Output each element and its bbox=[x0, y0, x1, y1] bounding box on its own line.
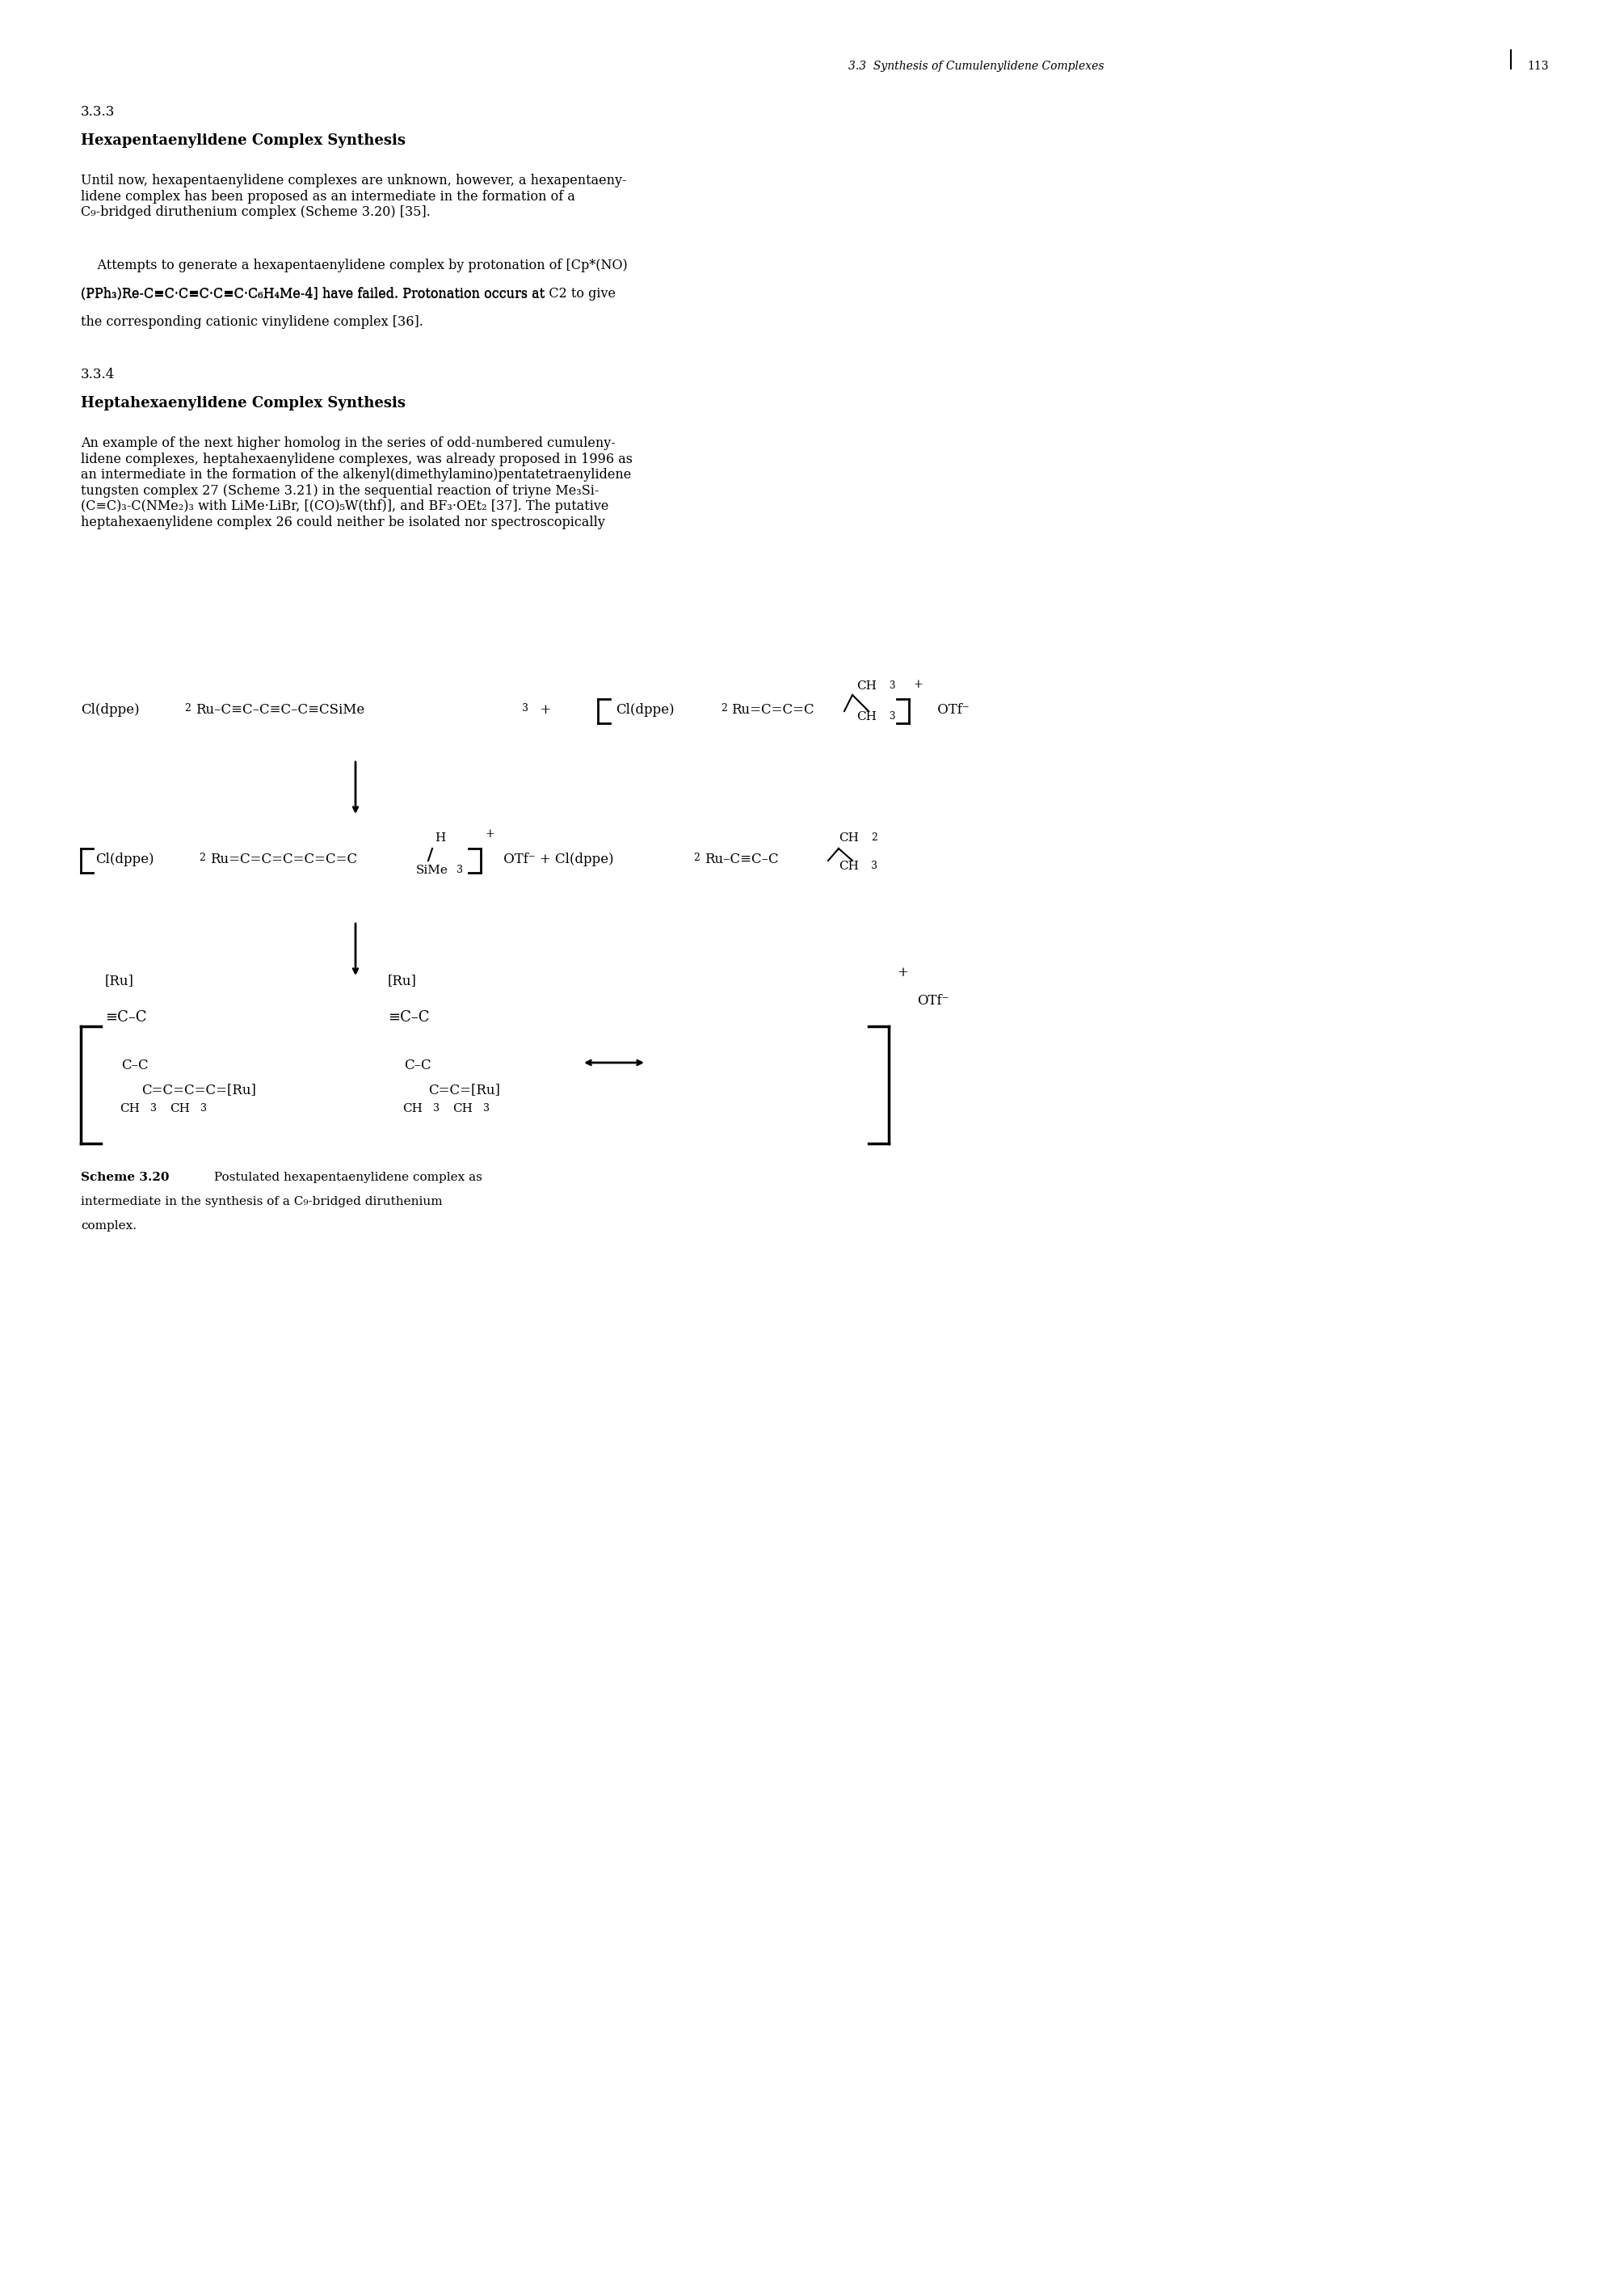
Text: CH: CH bbox=[169, 1102, 190, 1113]
Text: Attempts to generate a hexapentaenylidene complex by protonation of [Cp*(NO): Attempts to generate a hexapentaenyliden… bbox=[81, 259, 627, 273]
Text: +: + bbox=[486, 829, 494, 839]
Text: 2: 2 bbox=[721, 703, 728, 713]
Text: Cl(dppe): Cl(dppe) bbox=[96, 852, 154, 866]
Text: Scheme 3.20: Scheme 3.20 bbox=[81, 1171, 169, 1182]
Text: Cl(dppe): Cl(dppe) bbox=[81, 703, 140, 717]
Text: +: + bbox=[896, 967, 908, 981]
Text: 3.3.4: 3.3.4 bbox=[81, 367, 115, 380]
Text: 3: 3 bbox=[521, 703, 528, 713]
Text: 3: 3 bbox=[200, 1102, 206, 1113]
Text: 3: 3 bbox=[484, 1102, 489, 1113]
Text: Heptahexaenylidene Complex Synthesis: Heptahexaenylidene Complex Synthesis bbox=[81, 396, 406, 410]
Text: (PPh₃)Re-C≡C·C≡C·C≡C·C₆H₄Me-4] have failed. Protonation occurs at C2 to give: (PPh₃)Re-C≡C·C≡C·C≡C·C₆H₄Me-4] have fail… bbox=[81, 286, 615, 300]
Text: 3.3.3: 3.3.3 bbox=[81, 105, 115, 119]
Text: 3.3  Synthesis of Cumulenylidene Complexes: 3.3 Synthesis of Cumulenylidene Complexe… bbox=[848, 60, 1104, 71]
Text: Postulated hexapentaenylidene complex as: Postulated hexapentaenylidene complex as bbox=[209, 1171, 482, 1182]
Text: ≡C–C: ≡C–C bbox=[388, 1010, 429, 1024]
Text: 3: 3 bbox=[888, 710, 895, 722]
Text: OTf⁻: OTf⁻ bbox=[934, 703, 970, 717]
Text: CH: CH bbox=[838, 861, 859, 873]
Text: intermediate in the synthesis of a C₉-bridged diruthenium: intermediate in the synthesis of a C₉-br… bbox=[81, 1196, 442, 1207]
Text: 3: 3 bbox=[456, 864, 463, 875]
Text: 2: 2 bbox=[184, 703, 190, 713]
Text: Cl(dppe): Cl(dppe) bbox=[615, 703, 674, 717]
Text: the corresponding cationic vinylidene complex [36].: the corresponding cationic vinylidene co… bbox=[81, 316, 424, 330]
Text: An example of the next higher homolog in the series of odd-numbered cumuleny-
li: An example of the next higher homolog in… bbox=[81, 435, 633, 529]
Text: OTf⁻: OTf⁻ bbox=[918, 994, 948, 1008]
Text: Ru–C≡C–C: Ru–C≡C–C bbox=[705, 852, 778, 866]
Text: 3: 3 bbox=[870, 861, 877, 871]
Text: Ru=C=C=C=C=C=C: Ru=C=C=C=C=C=C bbox=[209, 852, 357, 866]
Text: C=C=[Ru]: C=C=[Ru] bbox=[429, 1084, 500, 1097]
Text: CH: CH bbox=[838, 832, 859, 843]
Text: CH: CH bbox=[120, 1102, 140, 1113]
Text: CH: CH bbox=[453, 1102, 473, 1113]
Text: +: + bbox=[913, 678, 922, 690]
Text: Hexapentaenylidene Complex Synthesis: Hexapentaenylidene Complex Synthesis bbox=[81, 133, 406, 149]
Text: 2: 2 bbox=[870, 832, 877, 843]
Text: OTf⁻ + Cl(dppe): OTf⁻ + Cl(dppe) bbox=[499, 852, 614, 866]
Text: CH: CH bbox=[856, 710, 877, 722]
Text: CH: CH bbox=[403, 1102, 422, 1113]
Text: C=C=C=C=[Ru]: C=C=C=C=[Ru] bbox=[141, 1084, 257, 1097]
Text: CH: CH bbox=[856, 680, 877, 692]
Text: 3: 3 bbox=[151, 1102, 158, 1113]
Text: Ru–C≡C–C≡C–C≡CSiMe: Ru–C≡C–C≡C–C≡CSiMe bbox=[195, 703, 365, 717]
Text: [Ru]: [Ru] bbox=[388, 974, 417, 987]
Text: Ru=C=C=C: Ru=C=C=C bbox=[731, 703, 814, 717]
Text: complex.: complex. bbox=[81, 1221, 136, 1233]
Text: SiMe: SiMe bbox=[416, 864, 448, 875]
Text: Until now, hexapentaenylidene complexes are unknown, however, a hexapentaeny-
li: Until now, hexapentaenylidene complexes … bbox=[81, 174, 627, 220]
Text: C–C: C–C bbox=[122, 1058, 148, 1072]
Text: C–C: C–C bbox=[404, 1058, 430, 1072]
Text: (PPh₃)Re-C≡C·C≡C·C≡C·C₆H₄Me-4] have failed. Protonation occurs at: (PPh₃)Re-C≡C·C≡C·C≡C·C₆H₄Me-4] have fail… bbox=[81, 286, 549, 300]
Text: 3: 3 bbox=[434, 1102, 440, 1113]
Text: 2: 2 bbox=[198, 852, 205, 864]
Text: +: + bbox=[531, 703, 551, 717]
Text: 2: 2 bbox=[693, 852, 700, 864]
Text: 113: 113 bbox=[1527, 60, 1548, 71]
Text: [Ru]: [Ru] bbox=[106, 974, 135, 987]
Text: 3: 3 bbox=[888, 680, 895, 692]
Text: H: H bbox=[435, 832, 445, 843]
Text: ≡C–C: ≡C–C bbox=[106, 1010, 146, 1024]
